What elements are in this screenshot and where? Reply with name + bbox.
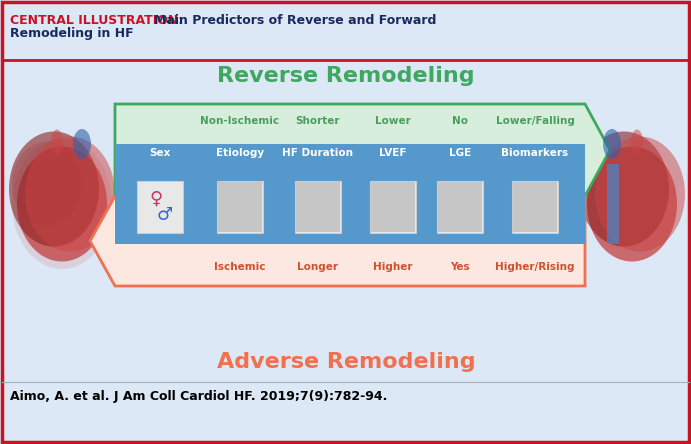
Bar [371, 182, 415, 232]
Ellipse shape [25, 136, 115, 251]
Polygon shape [90, 196, 585, 286]
Bar [218, 182, 262, 232]
Polygon shape [115, 104, 610, 196]
Text: Yes: Yes [451, 262, 470, 272]
Text: Reverse Remodeling: Reverse Remodeling [217, 66, 475, 86]
Text: CENTRAL ILLUSTRATION:: CENTRAL ILLUSTRATION: [10, 14, 183, 27]
Text: HF Duration: HF Duration [283, 148, 354, 158]
Text: Shorter: Shorter [296, 116, 340, 126]
Bar [438, 182, 482, 232]
Text: Sex: Sex [149, 148, 171, 158]
Text: Longer: Longer [298, 262, 339, 272]
Text: Adverse Remodeling: Adverse Remodeling [217, 352, 475, 372]
Ellipse shape [603, 129, 621, 159]
Text: Main Predictors of Reverse and Forward: Main Predictors of Reverse and Forward [154, 14, 437, 27]
Bar [115, 144, 585, 244]
Bar [437, 181, 483, 233]
Ellipse shape [12, 139, 112, 269]
Text: Higher/Rising: Higher/Rising [495, 262, 575, 272]
Text: LGE: LGE [449, 148, 471, 158]
Ellipse shape [579, 131, 669, 246]
Ellipse shape [12, 142, 82, 226]
Ellipse shape [73, 129, 91, 159]
Text: No: No [452, 116, 468, 126]
Ellipse shape [9, 131, 99, 246]
Ellipse shape [595, 136, 685, 251]
Bar [370, 181, 416, 233]
Bar [607, 164, 619, 244]
Ellipse shape [17, 147, 107, 262]
Text: Lower/Falling: Lower/Falling [495, 116, 574, 126]
Text: Ischemic: Ischemic [214, 262, 266, 272]
Text: ♂: ♂ [157, 206, 173, 224]
Bar [296, 182, 340, 232]
Text: LVEF: LVEF [379, 148, 407, 158]
Bar [295, 181, 341, 233]
Text: Aimo, A. et al. J Am Coll Cardiol HF. 2019;7(9):782-94.: Aimo, A. et al. J Am Coll Cardiol HF. 20… [10, 389, 388, 403]
Text: Higher: Higher [373, 262, 413, 272]
Bar [513, 182, 557, 232]
Ellipse shape [51, 130, 63, 155]
Ellipse shape [587, 147, 677, 262]
Ellipse shape [631, 130, 643, 155]
Text: Lower: Lower [375, 116, 411, 126]
Text: Non-Ischemic: Non-Ischemic [200, 116, 280, 126]
Text: Biomarkers: Biomarkers [502, 148, 569, 158]
Text: Etiology: Etiology [216, 148, 264, 158]
Text: Remodeling in HF: Remodeling in HF [10, 27, 133, 40]
Bar [512, 181, 558, 233]
Bar [137, 181, 183, 233]
Text: ♀: ♀ [149, 190, 162, 208]
Bar [217, 181, 263, 233]
